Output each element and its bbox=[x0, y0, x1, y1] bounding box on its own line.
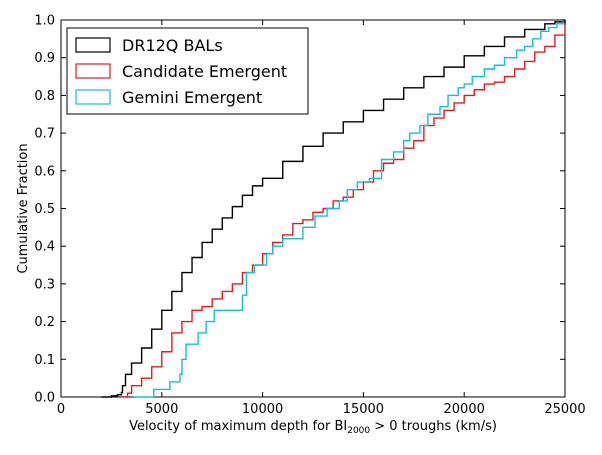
legend-label-1: DR12Q BALs bbox=[122, 36, 223, 55]
series-layer bbox=[101, 19, 566, 398]
y-tick-label-10: 1.0 bbox=[34, 14, 55, 29]
legend-swatch-2 bbox=[75, 63, 111, 79]
x-tick-label-3: 15000 bbox=[343, 402, 384, 417]
y-axis-label: Cumulative Fraction bbox=[16, 143, 31, 273]
x-tick-label-4: 20000 bbox=[444, 402, 485, 417]
x-axis-label-suffix: > 0 troughs (km/s) bbox=[370, 419, 497, 434]
x-tick-label-0: 0 bbox=[57, 402, 65, 417]
legend-swatch-1 bbox=[75, 37, 111, 53]
y-tick-label-5: 0.5 bbox=[34, 202, 55, 217]
legend: DR12Q BALs Candidate Emergent Gemini Emerg… bbox=[66, 27, 309, 115]
y-tick-label-1: 0.1 bbox=[34, 353, 55, 368]
series-line-3 bbox=[133, 19, 565, 398]
legend-entries: DR12Q BALs Candidate Emergent Gemini Emerg… bbox=[75, 36, 287, 107]
y-tick-label-7: 0.7 bbox=[34, 127, 55, 142]
x-tick-label-2: 10000 bbox=[242, 402, 283, 417]
x-tick-label-1: 5000 bbox=[145, 402, 178, 417]
x-axis-label: Velocity of maximum depth for BI2000 > 0… bbox=[129, 419, 497, 436]
legend-label-3: Gemini Emergent bbox=[122, 88, 262, 107]
legend-label-2: Candidate Emergent bbox=[122, 62, 287, 81]
legend-box bbox=[66, 27, 309, 115]
x-axis-label-prefix: Velocity of maximum depth for BI bbox=[129, 419, 347, 434]
y-tick-label-4: 0.4 bbox=[34, 240, 55, 255]
plot-area: 0 5000 10000 15000 20000 25000 0.0 0.1 0.2 0.3 0.4… bbox=[34, 14, 585, 418]
y-tick-label-9: 0.9 bbox=[34, 51, 55, 66]
y-tick-label-0: 0.0 bbox=[34, 391, 55, 406]
y-tick-label-8: 0.8 bbox=[34, 89, 55, 104]
legend-swatch-3 bbox=[75, 89, 111, 105]
ticks-layer: 0 5000 10000 15000 20000 25000 0.0 0.1 0.2 0.3 0.4… bbox=[34, 14, 585, 418]
series-line-1 bbox=[101, 20, 566, 398]
y-tick-label-6: 0.6 bbox=[34, 164, 55, 179]
x-axis-label-subscript: 2000 bbox=[347, 426, 370, 436]
y-tick-label-2: 0.2 bbox=[34, 315, 55, 330]
y-tick-label-3: 0.3 bbox=[34, 277, 55, 292]
x-tick-label-5: 25000 bbox=[544, 402, 585, 417]
